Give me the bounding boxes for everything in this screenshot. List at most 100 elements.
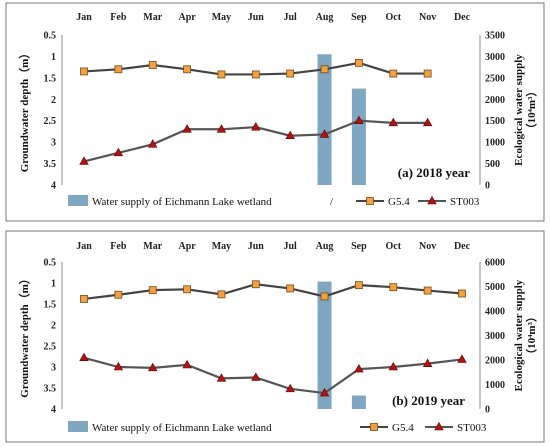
month-label: Jun [248,12,265,23]
point-st003 [251,122,261,131]
legend-stray-mark: / [330,196,334,208]
right-axis-tick-label: 500 [485,159,500,170]
legend-label-water-supply: Water supply of Eichmann Lake wetland [92,196,272,208]
right-axis-title: Ecological water supply [513,54,525,166]
month-label: Aug [316,241,334,252]
point-g5-4 [251,70,260,79]
right-axis-tick-label: 1500 [485,116,505,127]
left-axis-tick-label: 4 [51,405,56,416]
right-axis-tick-label: 2500 [485,73,505,84]
legend-label-st003: ST003 [450,196,480,208]
left-axis-tick-label: 0.5 [44,258,57,269]
month-label: Jan [76,12,92,23]
right-axis-tick-label: 3500 [485,31,505,42]
month-label: Dec [454,241,471,252]
point-st003 [182,359,192,369]
point-st003 [285,130,295,140]
point-g5-4 [389,69,398,78]
point-g5-4 [80,295,88,303]
right-axis-tick-label: 3000 [485,52,505,63]
chart-panel-b: Jan Feb Mar Apr May Jun Jul Aug Sep Oct Nov Dec 0.5 1… [5,230,545,443]
month-label: Apr [178,12,196,23]
point-st003 [422,358,433,367]
left-axis-tick-label: 2 [51,321,56,332]
left-axis-tick-label: 1.5 [44,73,57,84]
point-st003 [354,115,364,125]
series-line-st003 [83,356,463,395]
point-g5-4 [183,285,191,294]
right-axis-tick-label: 0 [485,181,490,192]
point-st003 [319,387,330,397]
panel-frame [5,230,545,443]
left-axis-title: Groundwater depth（m） [18,273,31,398]
right-axis-tick-label: 0 [485,405,490,416]
legend-label-g5-4: G5.4 [388,196,410,208]
panel-title: (b) 2019 year [392,393,465,408]
month-label: May [212,241,231,252]
month-label: Jul [284,241,298,252]
point-st003 [388,361,398,371]
left-axis-tick-label: 2 [51,95,56,106]
point-st003 [285,383,295,393]
right-axis-tick-label: 1000 [485,138,505,149]
month-label: Jan [76,241,92,252]
panel-frame [5,2,545,222]
right-axis-tick-label: 3000 [485,331,505,342]
month-label: Nov [419,241,436,252]
point-st003 [148,362,158,372]
point-st003 [354,363,364,373]
point-g5-4 [389,283,398,292]
chart-panel-a: Jan Feb Mar Apr May Jun Jul Aug Sep Oct Nov Dec 0.5 1… [5,2,545,222]
left-axis-tick-label: 1 [51,52,56,63]
legend-label-water-supply: Water supply of Eichmann Lake wetland [92,422,272,434]
water-supply-bar [351,88,366,185]
point-g5-4 [114,65,123,74]
point-g5-4 [183,65,191,74]
point-g5-4 [217,290,226,299]
point-g5-4 [458,289,466,298]
month-label: Mar [143,241,162,252]
point-g5-4 [286,284,295,293]
point-g5-4 [217,70,226,79]
left-axis-tick-label: 1.5 [44,300,57,311]
point-g5-4 [148,286,157,295]
point-st003 [79,352,89,362]
right-axis-tick-label: 1000 [485,380,505,391]
point-st003 [216,373,227,382]
point-st003 [251,372,261,381]
month-label: Oct [385,12,401,23]
point-g5-4 [423,286,432,295]
point-st003 [422,117,433,127]
water-supply-bar [351,395,366,409]
point-g5-4 [355,58,363,67]
legend-bar-swatch [68,421,88,432]
point-st003 [113,147,124,157]
point-g5-4 [423,69,432,78]
point-g5-4 [320,65,329,74]
point-st003 [216,124,227,133]
left-axis-tick-label: 3 [51,363,56,374]
left-axis-tick-label: 0.5 [44,31,57,42]
legend-marker-g5-4 [366,197,374,205]
month-label: Jun [248,241,265,252]
month-label: Nov [419,12,436,23]
right-axis-unit: （10⁴m³） [525,311,538,360]
point-st003 [113,361,124,371]
right-axis-unit: （10⁴m³） [525,86,538,135]
point-st003 [388,117,398,127]
left-axis-tick-label: 2.5 [44,342,57,353]
legend-label-g5-4: G5.4 [392,422,414,434]
legend-label-st003: ST003 [457,422,487,434]
month-label: Feb [110,241,127,252]
left-axis-tick-label: 1 [51,279,56,290]
water-supply-bar [317,281,332,409]
left-axis-tick-label: 3.5 [44,384,57,395]
point-st003 [182,124,192,133]
water-supply-bar [317,54,332,186]
legend-marker-g5-4 [370,423,378,431]
point-g5-4 [286,69,295,78]
month-label: Aug [316,12,334,23]
series-line-g5-4 [83,283,463,301]
point-g5-4 [320,292,329,301]
